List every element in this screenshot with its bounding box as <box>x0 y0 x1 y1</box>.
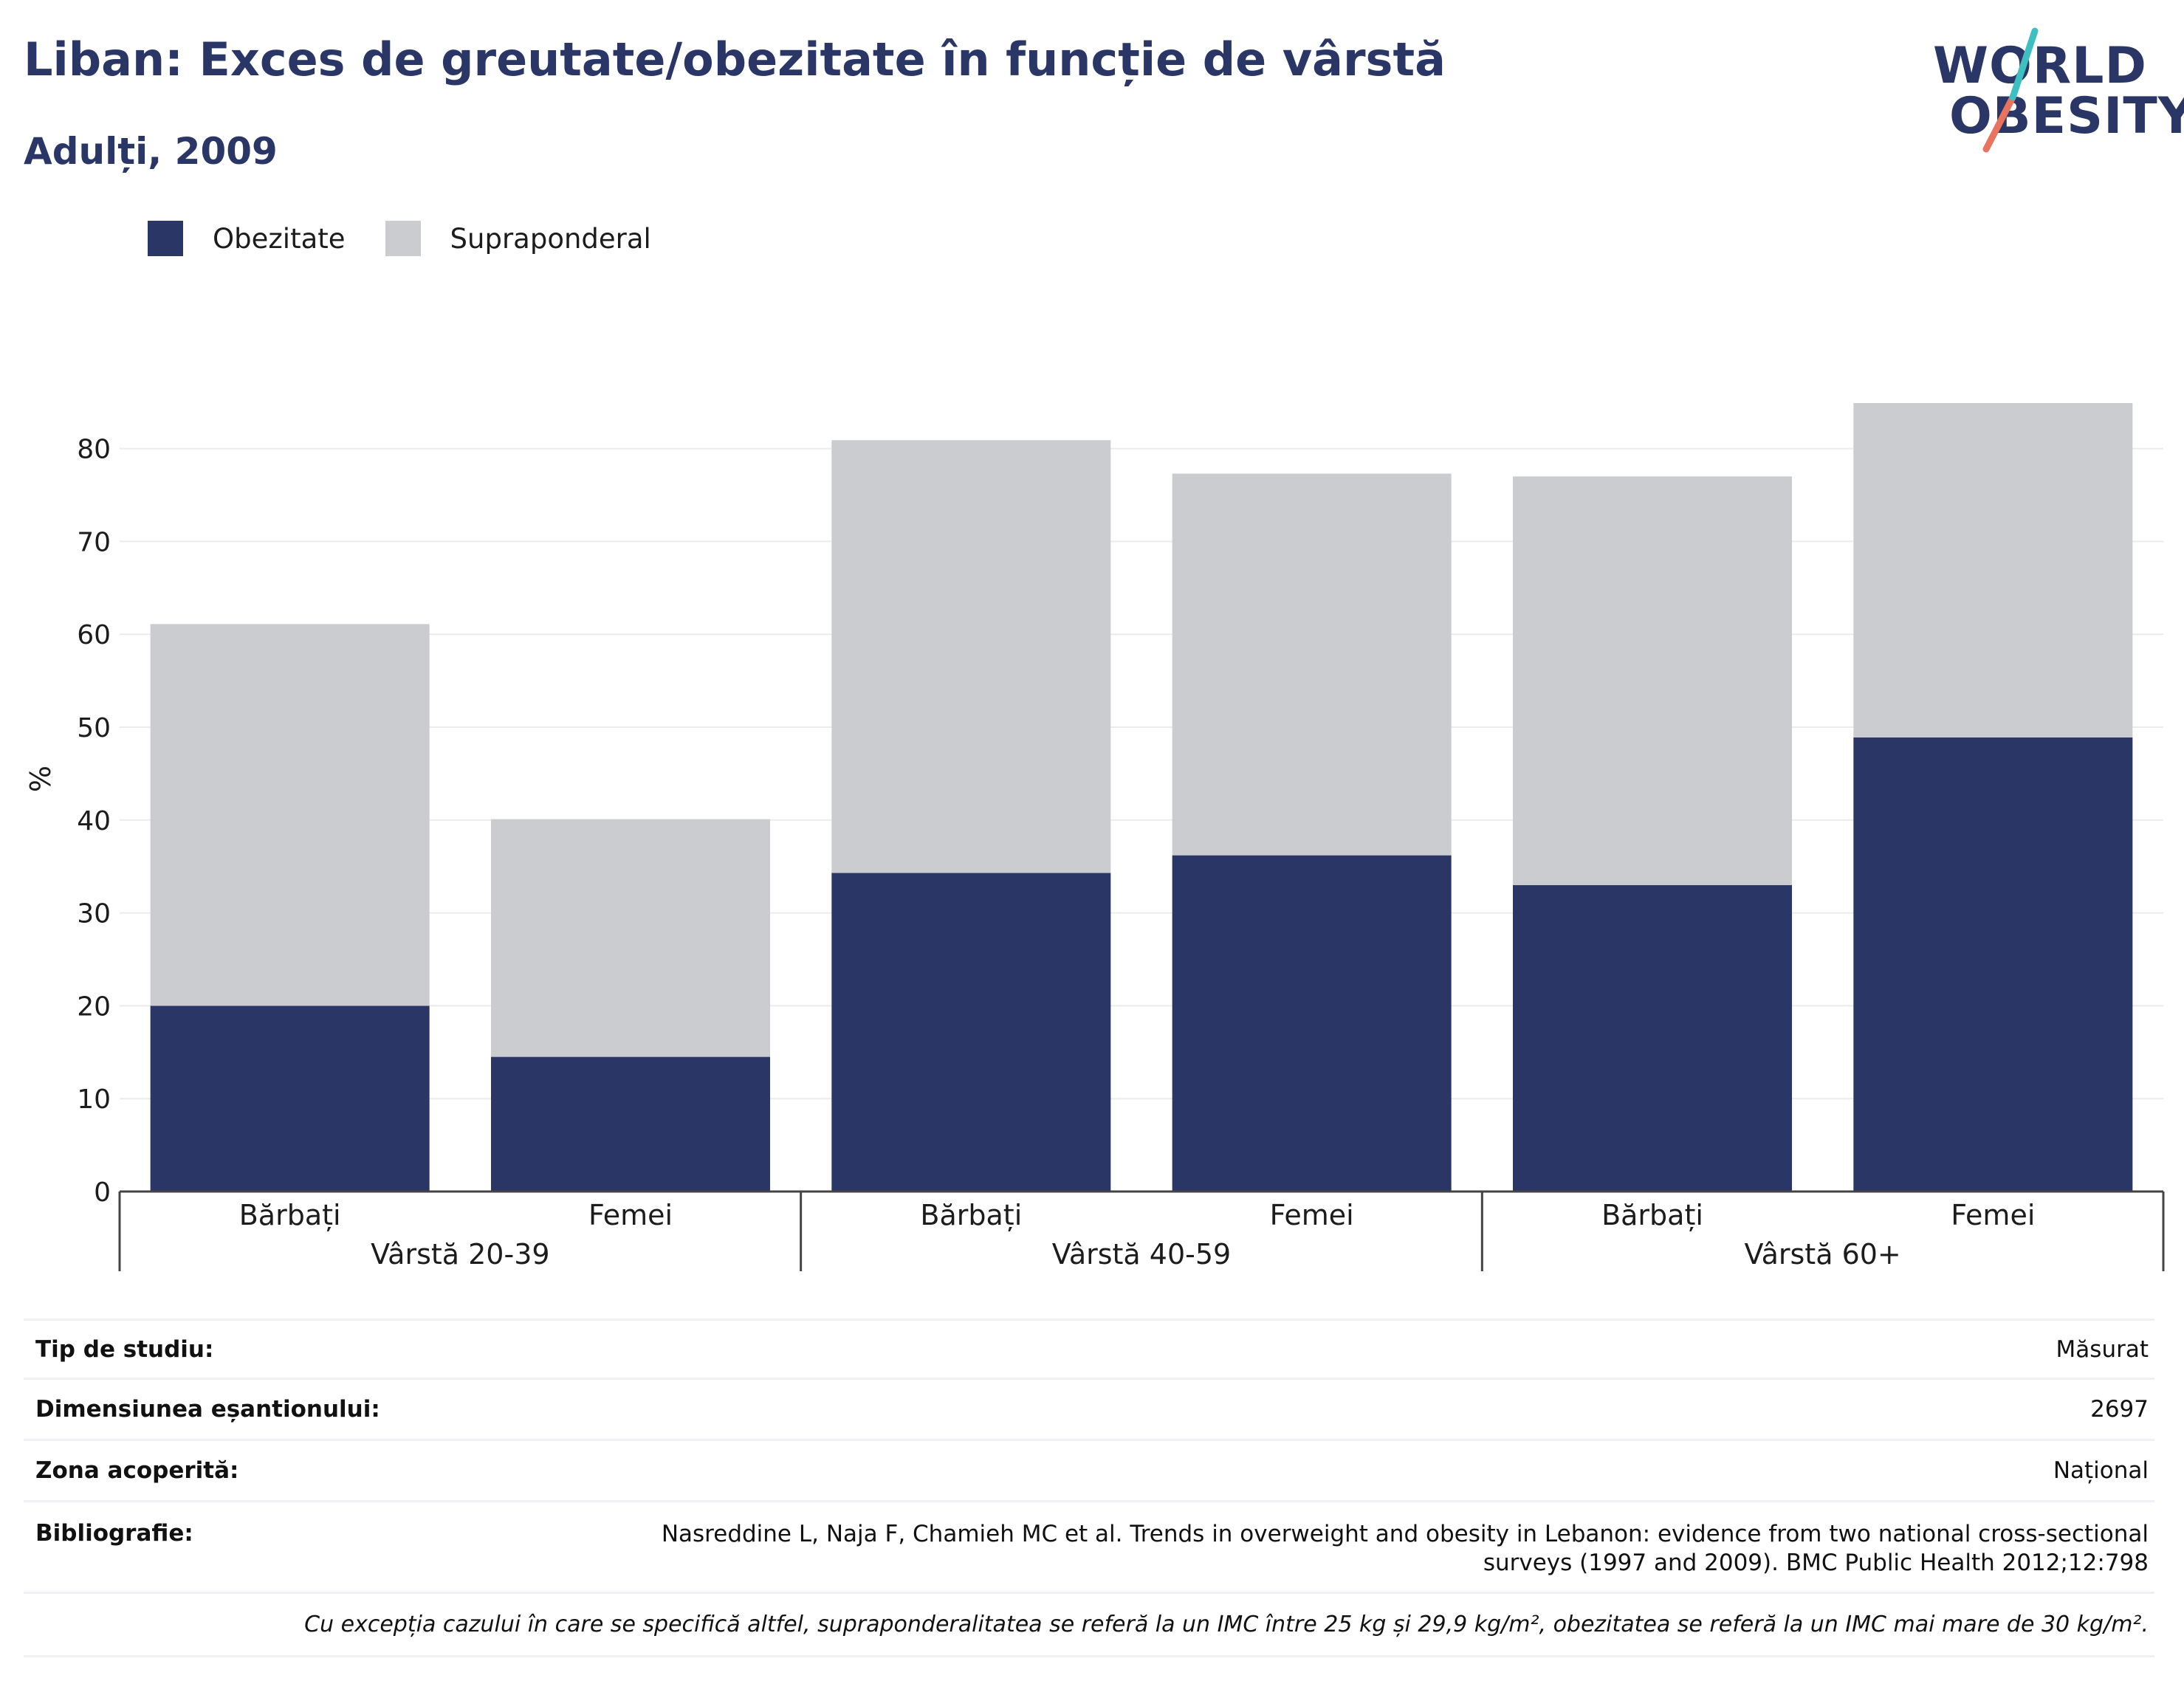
y-tick-label: 10 <box>77 1084 111 1115</box>
x-category-label: Bărbați <box>239 1199 341 1231</box>
legend: Obezitate Supraponderal <box>148 220 691 257</box>
y-tick-label: 0 <box>94 1177 111 1208</box>
bar-chart: 0 10 20 30 40 50 60 70 80% Bărbați Femei Bărbați Fem… <box>24 402 2165 1271</box>
bar-supraponderal <box>1513 476 1792 885</box>
bar-obezitate <box>1513 884 1792 1192</box>
info-value: Măsurat <box>2056 1335 2149 1363</box>
bar-obezitate <box>831 873 1111 1192</box>
y-tick-label: 80 <box>77 435 111 465</box>
y-tick-label: 50 <box>77 713 111 743</box>
legend-item-obezitate[interactable]: Obezitate <box>148 221 346 256</box>
info-label: Bibliografie: <box>35 1520 193 1547</box>
bibliography-text: Nasreddine L, Naja F, Chamieh MC et al. … <box>661 1521 2149 1576</box>
bar-supraponderal <box>150 624 430 1006</box>
legend-label: Obezitate <box>213 222 346 255</box>
x-category-label: Femei <box>1270 1199 1354 1231</box>
y-axis-label: % <box>24 766 57 792</box>
legend-item-supraponderal[interactable]: Supraponderal <box>385 221 651 256</box>
logo-line1: WORLD <box>1933 37 2147 95</box>
bar-obezitate <box>150 1005 430 1192</box>
x-category-label: Femei <box>1951 1199 2035 1231</box>
x-group-label: Vârstă 20-39 <box>371 1238 549 1271</box>
y-tick-label: 70 <box>77 527 111 557</box>
info-row-note: Cu excepția cazului în care se specifică… <box>24 1594 2154 1657</box>
y-tick-label: 20 <box>77 991 111 1022</box>
legend-swatch-obezitate <box>148 221 183 256</box>
logo-line2: OBESITY <box>1949 87 2184 145</box>
info-label: Dimensiunea eșantionului: <box>35 1396 380 1423</box>
world-obesity-logo: WORLD OBESITY <box>1920 22 2184 155</box>
logo-slash-icon <box>1982 27 2039 153</box>
chart-title: Liban: Exces de greutate/obezitate în fu… <box>24 32 1446 86</box>
info-row-coverage: Zona acoperită: Național <box>24 1441 2154 1502</box>
bar-supraponderal <box>831 440 1111 873</box>
bar-obezitate <box>1853 737 2133 1192</box>
info-row-bibliography: Bibliografie: Nasreddine L, Naja F, Cham… <box>24 1502 2154 1594</box>
bar-obezitate <box>1172 855 1452 1192</box>
bar-supraponderal <box>1853 402 2133 738</box>
x-group-label: Vârstă 60+ <box>1745 1238 1901 1271</box>
x-category-label: Femei <box>588 1199 673 1231</box>
y-tick-label: 30 <box>77 899 111 929</box>
x-group-label: Vârstă 40-59 <box>1052 1238 1231 1271</box>
bar-supraponderal <box>491 819 770 1057</box>
chart-subtitle: Adulți, 2009 <box>24 130 278 173</box>
footnote: Cu excepția cazului în care se specifică… <box>304 1612 2149 1637</box>
bar-supraponderal <box>1172 473 1452 856</box>
legend-swatch-supraponderal <box>385 221 421 256</box>
info-row-study-type: Tip de studiu: Măsurat <box>24 1318 2154 1380</box>
info-value: Național <box>2053 1457 2149 1484</box>
bar-obezitate <box>491 1056 770 1192</box>
y-tick-label: 40 <box>77 806 111 836</box>
info-label: Zona acoperită: <box>35 1457 239 1484</box>
info-value: 2697 <box>2090 1396 2149 1423</box>
study-info-table: Tip de studiu: Măsurat Dimensiunea eșant… <box>24 1318 2154 1657</box>
y-tick-label: 60 <box>77 620 111 650</box>
info-label: Tip de studiu: <box>35 1335 214 1363</box>
x-category-label: Bărbați <box>1601 1199 1703 1231</box>
x-category-label: Bărbați <box>920 1199 1022 1231</box>
info-row-sample-size: Dimensiunea eșantionului: 2697 <box>24 1380 2154 1441</box>
legend-label: Supraponderal <box>450 222 651 255</box>
